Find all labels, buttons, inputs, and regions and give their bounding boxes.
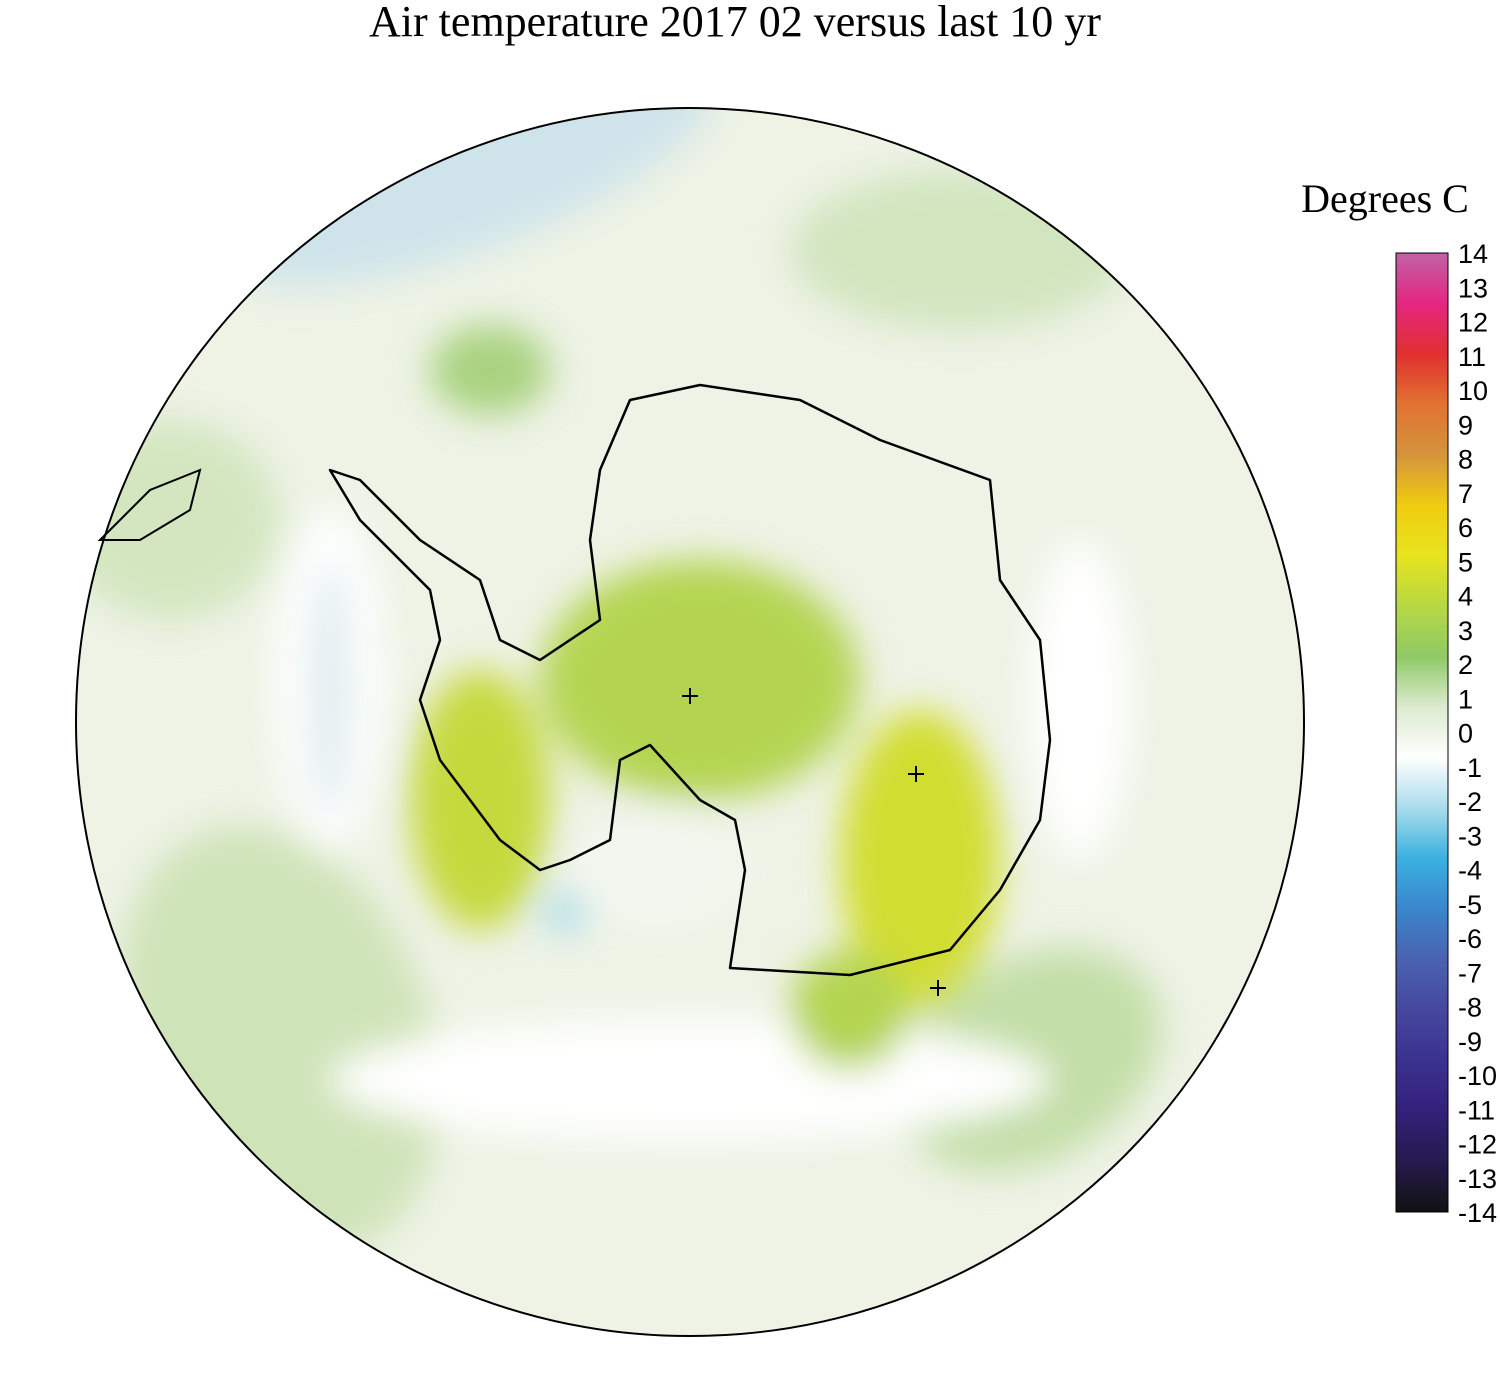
colorbar-tick-label: -7 <box>1458 958 1482 988</box>
colorbar-tick-label: -3 <box>1458 821 1482 851</box>
colorbar-tick-label: -12 <box>1458 1130 1497 1160</box>
colorbar-tick-label: 13 <box>1458 273 1488 303</box>
map-title: Air temperature 2017 02 versus last 10 y… <box>369 0 1101 46</box>
colorbar-tick-label: 3 <box>1458 616 1473 646</box>
colorbar <box>1395 252 1449 1213</box>
colorbar-tick-label: 5 <box>1458 547 1473 577</box>
colorbar-tick-label: -4 <box>1458 856 1482 886</box>
colorbar-tick-label: 0 <box>1458 719 1473 749</box>
colorbar-tick-label: 14 <box>1458 239 1488 269</box>
colorbar-tick-label: 1 <box>1458 684 1473 714</box>
colorbar-tick-label: -8 <box>1458 993 1482 1023</box>
colorbar-tick-label: -11 <box>1458 1095 1495 1125</box>
coastline <box>328 383 1052 977</box>
colorbar-tick-label: -1 <box>1458 753 1482 783</box>
colorbar-label: Degrees C <box>1301 176 1469 221</box>
colorbar-tick-label: -13 <box>1458 1164 1497 1194</box>
colorbar-tick-label: -14 <box>1458 1198 1497 1228</box>
colorbar-tick-label: 4 <box>1458 582 1473 612</box>
colorbar-tick-label: 10 <box>1458 376 1488 406</box>
colorbar-tick-label: 7 <box>1458 479 1473 509</box>
coastline <box>97 468 202 541</box>
colorbar-tick-label: 11 <box>1458 342 1486 372</box>
colorbar-tick-label: 6 <box>1458 513 1473 543</box>
colorbar-tick-label: -10 <box>1458 1061 1497 1091</box>
colorbar-tick-label: -9 <box>1458 1027 1482 1057</box>
colorbar-tick-label: 8 <box>1458 445 1473 475</box>
colorbar-tick-label: -5 <box>1458 890 1482 920</box>
colorbar-tick-label: 2 <box>1458 650 1473 680</box>
colorbar-tick-label: 9 <box>1458 410 1473 440</box>
colorbar-tick-label: -6 <box>1458 924 1482 954</box>
colorbar-tick-label: 12 <box>1458 308 1488 338</box>
markers <box>682 688 946 996</box>
colorbar-tick-label: -2 <box>1458 787 1482 817</box>
map-boundary <box>75 107 1305 1337</box>
temperature-field <box>76 108 1304 1336</box>
